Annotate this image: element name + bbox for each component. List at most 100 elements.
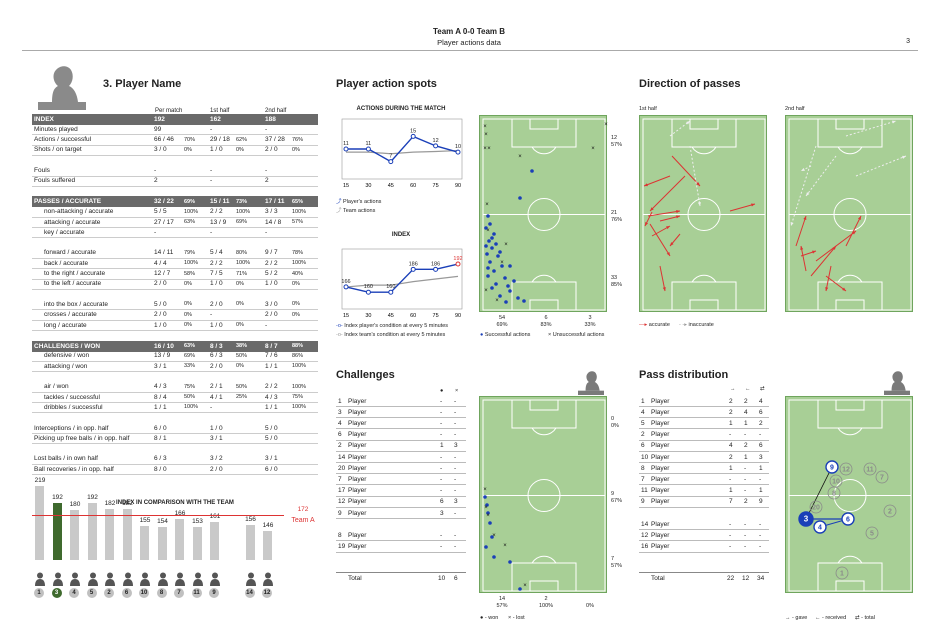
accurate-pass-arrow: [729, 203, 756, 212]
player-silhouette-icon: [192, 572, 203, 586]
challenges-row: 4 Player - -: [336, 418, 466, 430]
row-value: 1 / 1: [265, 403, 278, 411]
player-name: Player: [348, 397, 367, 405]
goal-area-top: [529, 118, 559, 130]
row-value: 188: [265, 116, 276, 123]
challenges-avatar-icon: [578, 371, 604, 395]
unsuccessful-action-mark: ×: [604, 122, 608, 128]
player-position-marker: [825, 460, 839, 474]
distribution-total-row: Total 22 12 34: [639, 572, 769, 583]
legend-total: total: [864, 615, 875, 621]
player-name: Player: [651, 453, 670, 461]
row-value: 1 / 0: [210, 321, 223, 329]
team-average-line: [32, 515, 284, 517]
player-number-badge: 8: [156, 588, 167, 598]
index-table-row: defensive / won 13 / 9 69% 6 / 3 50% 7 / 6 86%: [32, 351, 318, 362]
row-value: 14 / 8: [265, 218, 282, 226]
centre-circle: [833, 479, 867, 512]
distribution-col-gave: →: [730, 386, 736, 392]
successful-action-dot: [512, 279, 516, 283]
challenges-lost-value: -: [454, 475, 457, 483]
data-label: 12: [433, 138, 439, 144]
row-value: 2: [154, 177, 158, 185]
challenges-won-value: -: [440, 408, 443, 416]
row-value: 0%: [236, 363, 244, 370]
arrow-head: [892, 120, 896, 124]
row-value: 3 / 0: [154, 146, 167, 154]
player-number-badge: 12: [262, 588, 272, 598]
penalty-arc-top: [531, 427, 557, 436]
player-position-number: 11: [866, 467, 874, 474]
index-table-row: attacking / accurate 27 / 17 63% 13 / 9 69% 1…: [32, 217, 318, 228]
row-value: 0%: [236, 322, 244, 328]
actions-legend-team: Team actions: [342, 208, 376, 214]
comparison-bar: [210, 522, 219, 560]
challenges-total-row: Total 10 6: [336, 572, 466, 583]
row-value: 0%: [184, 311, 192, 318]
zone-percent-label: 57%: [611, 142, 623, 148]
passes-total-value: -: [759, 431, 762, 439]
inaccurate-pass-arrow: [790, 145, 817, 227]
x-tick-label: 45: [388, 183, 394, 189]
challenges-lost-value: -: [454, 509, 457, 517]
row-value: 25%: [236, 394, 248, 401]
challenges-row: 19 Player - -: [336, 542, 466, 553]
comparison-bar-value: 192: [52, 493, 63, 501]
row-value: 6 / 3: [210, 352, 223, 360]
data-label: 160: [386, 284, 395, 290]
player-position-marker: [813, 520, 827, 534]
row-value: -: [210, 228, 213, 236]
player-name: Player: [651, 419, 670, 427]
player-position-marker: [875, 470, 889, 484]
zone-percent-label: 69%: [496, 322, 508, 328]
player-number: 17: [338, 487, 346, 495]
player-figure-icon: [174, 572, 186, 586]
player-position-marker: [835, 566, 849, 580]
index-table-row: Interceptions / in opp. half 6 / 0 1 / 0 5 …: [32, 423, 318, 434]
unsuccessful-action-mark: ×: [518, 154, 522, 160]
header-divider: [22, 50, 918, 51]
passes-received-value: 2: [744, 397, 748, 405]
penalty-area-bottom: [511, 281, 577, 311]
arrow-head: [650, 207, 654, 211]
passes-total-value: 4: [759, 397, 763, 405]
player-number: 14: [338, 453, 346, 461]
player-position-marker: [809, 500, 823, 514]
challenges-won-value: -: [440, 487, 443, 495]
zone-count-label: 9: [611, 491, 615, 497]
comparison-bar-value: 180: [69, 501, 81, 509]
index-table-row: Minutes played 99 - -: [32, 124, 318, 136]
player-position-number: 2: [888, 509, 892, 516]
challenges-row: 6 Player - -: [336, 430, 466, 441]
direction-half1-label: 1st half: [639, 106, 657, 112]
unsuccessful-action-mark: ×: [495, 298, 499, 304]
row-value: 0%: [184, 146, 192, 153]
arrow-head: [842, 287, 846, 291]
distribution-row: 1 Player 2 2 4: [639, 396, 769, 407]
index-table-row: Fouls - - -: [32, 166, 318, 177]
successful-action-dot: [486, 214, 490, 218]
player-position-number: 9: [830, 465, 834, 472]
row-label: Minutes played: [34, 125, 78, 133]
goal-area-bottom: [689, 299, 719, 311]
passes-gave-value: -: [729, 520, 732, 528]
row-value: 2 / 2: [210, 208, 223, 216]
player-name: Player: [348, 453, 367, 461]
player-name: Player: [348, 431, 367, 439]
successful-action-dot: [488, 222, 492, 226]
unsuccessful-action-mark: ×: [504, 242, 508, 248]
player-number: 6: [338, 431, 342, 439]
player-name: Player: [651, 531, 670, 539]
passes-total-value: 6: [759, 442, 763, 450]
challenges-won-value: -: [440, 453, 443, 461]
section-title-distribution: Pass distribution: [639, 369, 729, 381]
row-value: 5 / 0: [265, 434, 278, 442]
section-title-direction: Direction of passes: [639, 78, 741, 90]
row-value: 0%: [292, 301, 300, 308]
successful-action-dot: [484, 244, 488, 248]
passes-total-value: 1: [759, 464, 763, 472]
chart-frame: [341, 118, 463, 180]
col-header-per-match: Per match: [155, 108, 183, 114]
action-spots-pitch: × × × × × × × × × × × × ×: [479, 115, 608, 312]
legend-successful: Successful actions: [484, 332, 531, 338]
